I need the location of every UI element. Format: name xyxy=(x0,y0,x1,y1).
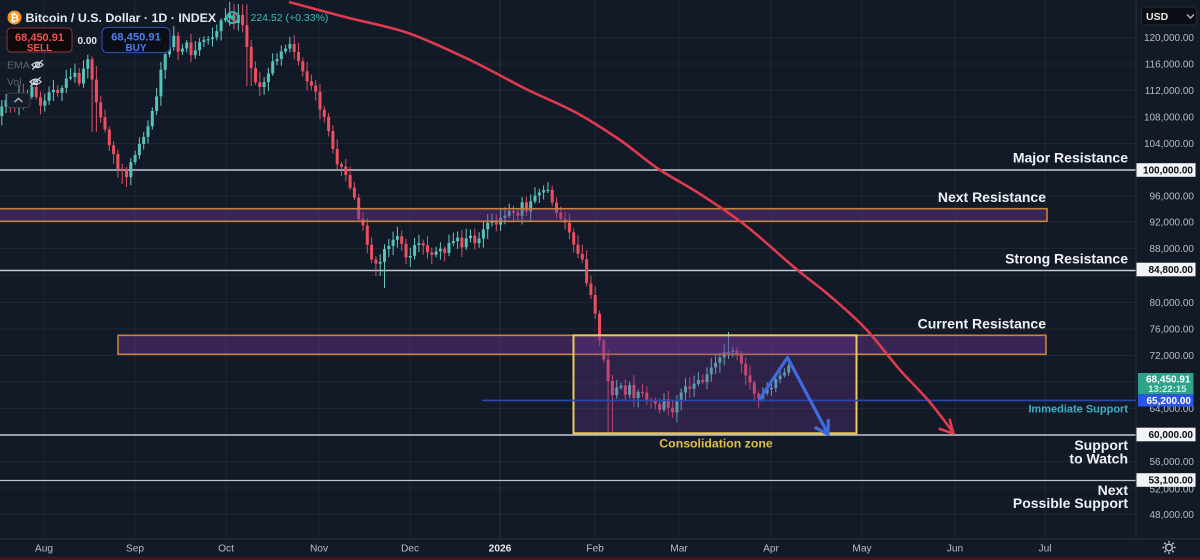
svg-text:USD: USD xyxy=(1146,11,1169,23)
svg-text:68,450.91: 68,450.91 xyxy=(111,32,161,44)
svg-text:68,450.91: 68,450.91 xyxy=(1146,375,1191,386)
svg-text:64,000.00: 64,000.00 xyxy=(1150,404,1195,415)
svg-text:96,000.00: 96,000.00 xyxy=(1150,192,1195,203)
svg-text:224.52 (+0.33%): 224.52 (+0.33%) xyxy=(251,12,329,24)
svg-text:88,000.00: 88,000.00 xyxy=(1150,244,1195,255)
svg-text:72,000.00: 72,000.00 xyxy=(1150,351,1195,362)
svg-text:Support: Support xyxy=(1074,437,1128,453)
svg-text:56,000.00: 56,000.00 xyxy=(1150,457,1195,468)
svg-text:48,000.00: 48,000.00 xyxy=(1150,510,1195,521)
svg-text:BUY: BUY xyxy=(125,43,146,54)
svg-text:to Watch: to Watch xyxy=(1069,451,1128,467)
svg-text:Immediate Support: Immediate Support xyxy=(1028,403,1128,415)
svg-text:Oct: Oct xyxy=(218,543,234,554)
svg-text:Possible Support: Possible Support xyxy=(1013,495,1128,511)
svg-text:Feb: Feb xyxy=(586,543,604,554)
svg-text:Mar: Mar xyxy=(670,543,688,554)
svg-text:112,000.00: 112,000.00 xyxy=(1145,86,1195,97)
svg-text:108,000.00: 108,000.00 xyxy=(1144,113,1194,124)
svg-text:13:22:15: 13:22:15 xyxy=(1148,384,1187,395)
svg-text:80,000.00: 80,000.00 xyxy=(1150,298,1195,309)
svg-text:100,000.00: 100,000.00 xyxy=(1143,166,1193,177)
svg-text:Vol: Vol xyxy=(7,77,22,89)
svg-text:Strong Resistance: Strong Resistance xyxy=(1005,251,1128,267)
svg-text:Jul: Jul xyxy=(1038,543,1051,554)
svg-text:May: May xyxy=(852,543,872,554)
svg-text:76,000.00: 76,000.00 xyxy=(1150,325,1195,336)
svg-text:Consolidation zone: Consolidation zone xyxy=(659,437,773,451)
svg-text:104,000.00: 104,000.00 xyxy=(1144,139,1194,150)
svg-text:60,000.00: 60,000.00 xyxy=(1149,430,1194,441)
svg-text:Jun: Jun xyxy=(947,543,963,554)
svg-text:116,000.00: 116,000.00 xyxy=(1145,60,1195,71)
svg-text:Dec: Dec xyxy=(401,543,419,554)
svg-text:92,000.00: 92,000.00 xyxy=(1150,218,1195,229)
svg-text:Next: Next xyxy=(1098,482,1129,498)
svg-text:0.00: 0.00 xyxy=(78,36,98,47)
svg-text:Next Resistance: Next Resistance xyxy=(938,189,1046,205)
svg-text:Bitcoin / U.S. Dollar · 1D · I: Bitcoin / U.S. Dollar · 1D · INDEX xyxy=(26,11,217,25)
svg-text:Current Resistance: Current Resistance xyxy=(918,316,1047,332)
svg-text:SELL: SELL xyxy=(27,43,53,54)
svg-text:120,000.00: 120,000.00 xyxy=(1144,33,1194,44)
svg-text:Major Resistance: Major Resistance xyxy=(1013,150,1128,166)
svg-text:53,100.00: 53,100.00 xyxy=(1149,476,1194,487)
svg-text:Aug: Aug xyxy=(35,543,53,554)
svg-text:Apr: Apr xyxy=(763,543,779,554)
svg-text:EMA: EMA xyxy=(7,60,30,72)
svg-text:84,800.00: 84,800.00 xyxy=(1149,265,1194,276)
svg-text:65,200.00: 65,200.00 xyxy=(1147,396,1192,407)
svg-text:Nov: Nov xyxy=(310,543,329,554)
svg-text:2026: 2026 xyxy=(489,543,512,554)
svg-text:₿: ₿ xyxy=(10,13,19,25)
svg-text:52,000.00: 52,000.00 xyxy=(1150,485,1195,496)
svg-text:Sep: Sep xyxy=(126,543,144,554)
svg-text:68,450.91: 68,450.91 xyxy=(15,32,64,44)
